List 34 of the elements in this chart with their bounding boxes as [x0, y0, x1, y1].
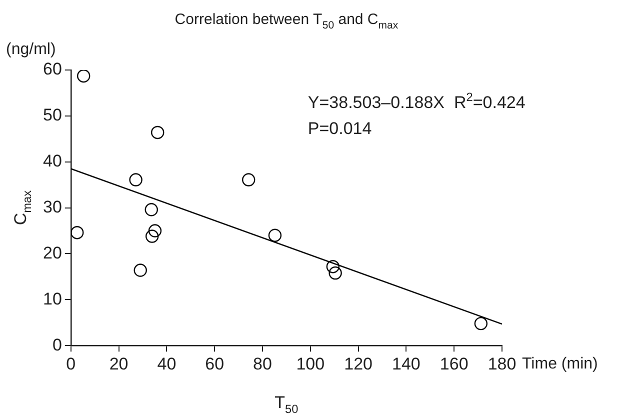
x-tick-label: 80 — [253, 354, 272, 374]
point — [144, 203, 158, 216]
text: Time (min) — [522, 356, 598, 373]
annotation: P=0.014 — [308, 119, 372, 138]
point — [242, 173, 256, 186]
x-tick-label: 140 — [392, 354, 420, 374]
point — [146, 230, 159, 243]
x-tick-label: 40 — [157, 354, 176, 374]
y-tick-label: 10 — [42, 289, 62, 308]
point — [474, 316, 488, 330]
point — [70, 226, 84, 240]
point — [129, 173, 142, 186]
x-tick-label: 160 — [440, 354, 468, 374]
y-tick-label: 50 — [42, 106, 62, 125]
point — [148, 224, 162, 238]
point — [77, 70, 90, 83]
point — [151, 126, 164, 140]
y-tick-label: 60 — [42, 60, 62, 79]
point — [268, 228, 282, 242]
point — [328, 266, 342, 280]
x-tick-label: 20 — [109, 354, 128, 374]
y-tick-label: 20 — [42, 243, 62, 262]
text: (ng/ml) — [6, 41, 56, 58]
point — [134, 264, 147, 277]
y-axis-title: Cmax — [11, 190, 34, 226]
x-tick-label: 180 — [488, 354, 516, 374]
y-tick-label: 0 — [52, 335, 62, 354]
y-tick-label: 30 — [42, 197, 62, 216]
x-tick-label: 60 — [205, 354, 224, 374]
x-tick-label: 120 — [344, 354, 372, 374]
y-tick-label: 40 — [42, 152, 62, 171]
x-tick-label: 100 — [296, 354, 325, 374]
x-tick-label: 0 — [66, 354, 76, 374]
point — [326, 260, 340, 274]
